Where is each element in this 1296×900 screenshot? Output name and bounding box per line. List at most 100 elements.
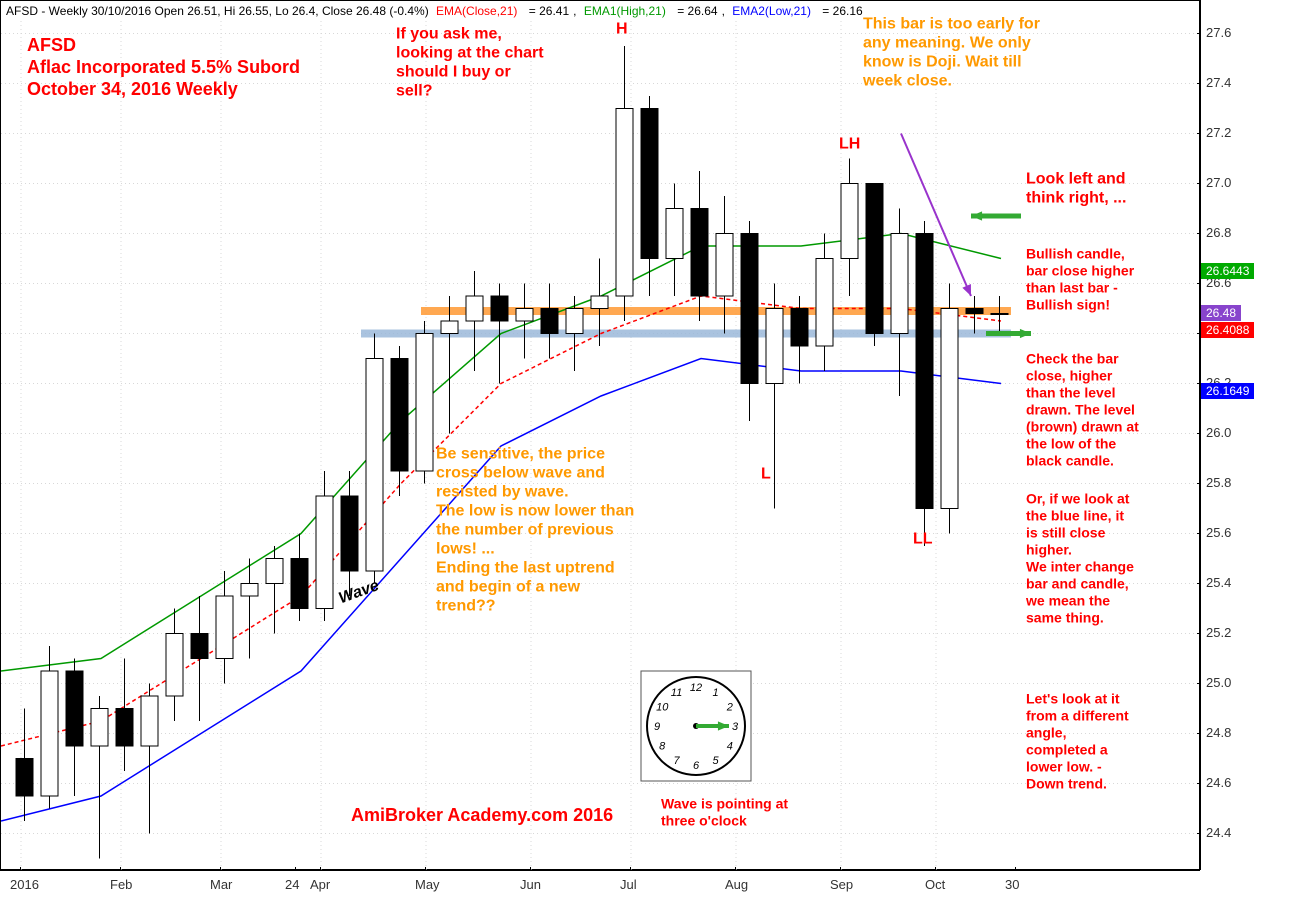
svg-text:AFSD: AFSD — [27, 35, 76, 55]
svg-text:Let's look at it: Let's look at it — [1026, 691, 1120, 707]
svg-text:we mean the: we mean the — [1025, 593, 1110, 609]
svg-text:Down trend.: Down trend. — [1026, 776, 1107, 792]
svg-text:4: 4 — [727, 741, 733, 753]
y-axis: 24.424.624.825.025.225.425.625.826.026.2… — [1200, 0, 1295, 870]
svg-text:10: 10 — [656, 702, 669, 714]
svg-text:bar close higher: bar close higher — [1026, 263, 1135, 279]
svg-text:Wave is pointing at: Wave is pointing at — [661, 796, 788, 812]
svg-text:looking at the chart: looking at the chart — [396, 45, 544, 62]
x-tick: Oct — [925, 877, 945, 892]
svg-text:than last bar -: than last bar - — [1026, 280, 1118, 296]
svg-text:Bullish sign!: Bullish sign! — [1026, 297, 1110, 313]
svg-text:Look left and: Look left and — [1026, 171, 1126, 188]
svg-text:completed a: completed a — [1026, 742, 1108, 758]
svg-text:and begin of a new: and begin of a new — [436, 579, 581, 596]
svg-text:5: 5 — [712, 755, 719, 767]
svg-text:This bar is too early for: This bar is too early for — [863, 16, 1040, 33]
x-tick: Aug — [725, 877, 748, 892]
svg-text:Or, if we look at: Or, if we look at — [1026, 491, 1130, 507]
chart-area: AFSD - Weekly 30/10/2016 Open 26.51, Hi … — [0, 0, 1200, 870]
svg-text:6: 6 — [693, 760, 700, 772]
svg-text:close, higher: close, higher — [1026, 368, 1113, 384]
svg-text:the blue line, it: the blue line, it — [1026, 508, 1124, 524]
svg-text:higher.: higher. — [1026, 542, 1072, 558]
price-tag: 26.48 — [1201, 305, 1241, 321]
x-tick: 24 — [285, 877, 299, 892]
svg-text:think right, ...: think right, ... — [1026, 190, 1126, 207]
x-tick: Jul — [620, 877, 637, 892]
svg-text:same thing.: same thing. — [1026, 610, 1104, 626]
svg-text:If you ask me,: If you ask me, — [396, 26, 502, 43]
svg-text:from a different: from a different — [1026, 708, 1129, 724]
y-tick: 27.2 — [1206, 125, 1231, 140]
svg-text:sell?: sell? — [396, 83, 432, 100]
svg-text:angle,: angle, — [1026, 725, 1066, 741]
y-tick: 24.4 — [1206, 825, 1231, 840]
svg-text:lows! ...: lows! ... — [436, 541, 495, 558]
svg-text:Aflac Incorporated 5.5% Subord: Aflac Incorporated 5.5% Subord — [27, 57, 300, 77]
svg-text:12: 12 — [690, 682, 702, 694]
x-axis: 2016 Feb Mar 24 Apr May Jun Jul Aug Sep Oct 30 — [0, 870, 1200, 900]
x-tick: Jun — [520, 877, 541, 892]
y-tick: 27.0 — [1206, 175, 1231, 190]
y-tick: 26.0 — [1206, 425, 1231, 440]
svg-text:Be sensitive, the price: Be sensitive, the price — [436, 446, 605, 463]
y-tick: 24.6 — [1206, 775, 1231, 790]
svg-text:the number of previous: the number of previous — [436, 522, 614, 539]
x-tick: 2016 — [10, 877, 39, 892]
svg-text:We inter change: We inter change — [1026, 559, 1134, 575]
x-tick: Feb — [110, 877, 132, 892]
svg-text:9: 9 — [654, 721, 660, 733]
svg-text:(brown) drawn at: (brown) drawn at — [1026, 419, 1139, 435]
svg-text:8: 8 — [659, 741, 666, 753]
svg-text:H: H — [616, 21, 628, 38]
svg-text:The low is now lower than: The low is now lower than — [436, 503, 634, 520]
svg-text:Bullish candle,: Bullish candle, — [1026, 246, 1125, 262]
svg-text:week close.: week close. — [862, 73, 952, 90]
svg-text:7: 7 — [673, 755, 680, 767]
price-tag: 26.1649 — [1201, 383, 1254, 399]
svg-text:L: L — [761, 466, 771, 483]
svg-text:the low of the: the low of the — [1026, 436, 1116, 452]
y-tick: 25.8 — [1206, 475, 1231, 490]
svg-text:any meaning. We only: any meaning. We only — [863, 35, 1031, 52]
price-tag: 26.6443 — [1201, 263, 1254, 279]
svg-text:bar and candle,: bar and candle, — [1026, 576, 1129, 592]
svg-text:should I buy or: should I buy or — [396, 64, 511, 81]
svg-text:2: 2 — [726, 702, 733, 714]
svg-text:trend??: trend?? — [436, 598, 496, 615]
svg-text:lower low. -: lower low. - — [1026, 759, 1102, 775]
y-tick: 27.6 — [1206, 25, 1231, 40]
x-tick: Mar — [210, 877, 232, 892]
y-tick: 25.4 — [1206, 575, 1231, 590]
svg-text:LL: LL — [913, 531, 933, 548]
svg-text:three o'clock: three o'clock — [661, 813, 747, 829]
y-tick: 25.6 — [1206, 525, 1231, 540]
svg-text:LH: LH — [839, 136, 860, 153]
svg-text:October 34, 2016 Weekly: October 34, 2016 Weekly — [27, 79, 238, 99]
x-tick: 30 — [1005, 877, 1019, 892]
y-tick: 26.8 — [1206, 225, 1231, 240]
svg-text:3: 3 — [732, 721, 739, 733]
svg-text:cross below wave and: cross below wave and — [436, 465, 605, 482]
x-tick: Sep — [830, 877, 853, 892]
svg-text:drawn. The level: drawn. The level — [1026, 402, 1135, 418]
plot-svg: HLHLLLWave123456789101112AFSDAflac Incor… — [1, 1, 1201, 871]
y-tick: 25.2 — [1206, 625, 1231, 640]
y-tick: 27.4 — [1206, 75, 1231, 90]
svg-text:AmiBroker Academy.com 2016: AmiBroker Academy.com 2016 — [351, 805, 613, 825]
svg-text:black candle.: black candle. — [1026, 453, 1114, 469]
y-tick: 24.8 — [1206, 725, 1231, 740]
x-tick: Apr — [310, 877, 330, 892]
svg-text:Ending the last uptrend: Ending the last uptrend — [436, 560, 615, 577]
svg-text:Wave: Wave — [337, 577, 382, 607]
price-tag: 26.4088 — [1201, 322, 1254, 338]
svg-text:is still close: is still close — [1026, 525, 1106, 541]
y-tick: 25.0 — [1206, 675, 1231, 690]
svg-text:resisted by wave.: resisted by wave. — [436, 484, 569, 501]
svg-text:1: 1 — [712, 687, 718, 699]
svg-text:Check the bar: Check the bar — [1026, 351, 1119, 367]
x-tick: May — [415, 877, 440, 892]
svg-text:11: 11 — [671, 687, 682, 699]
svg-text:know is Doji. Wait till: know is Doji. Wait till — [863, 54, 1022, 71]
